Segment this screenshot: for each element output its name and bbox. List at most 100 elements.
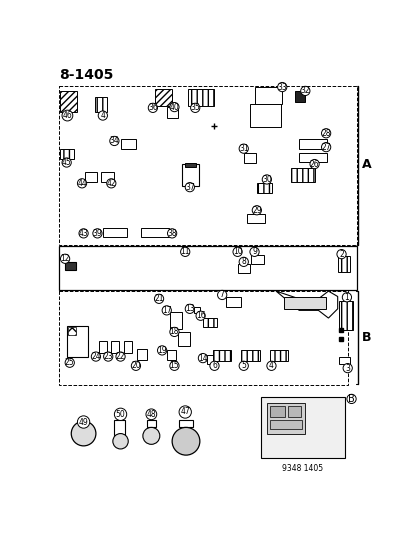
Bar (291, 168, 314, 182)
Text: 18: 18 (169, 327, 179, 336)
Bar (237, 264, 249, 273)
Text: 5: 5 (241, 361, 246, 370)
Circle shape (116, 352, 125, 361)
Text: 8: 8 (241, 257, 245, 266)
Bar (68, 327, 76, 335)
Circle shape (342, 293, 351, 302)
Text: 7: 7 (219, 290, 224, 300)
Bar (146, 419, 156, 427)
Text: 26: 26 (309, 159, 318, 168)
Circle shape (98, 111, 107, 120)
Text: 32: 32 (300, 86, 309, 95)
Bar (187, 88, 214, 106)
Bar (225, 297, 241, 306)
Bar (338, 357, 349, 364)
Circle shape (114, 408, 126, 421)
Text: 36: 36 (148, 103, 157, 112)
Text: 22: 22 (116, 352, 125, 361)
Text: 38: 38 (167, 229, 176, 238)
Text: 9: 9 (252, 247, 256, 256)
Circle shape (109, 136, 119, 146)
Circle shape (252, 206, 261, 215)
Bar (241, 350, 259, 361)
Circle shape (179, 406, 191, 418)
Text: B: B (361, 331, 371, 344)
Text: A: A (361, 158, 371, 171)
Text: 12: 12 (60, 254, 70, 263)
Bar (243, 152, 256, 163)
Circle shape (239, 257, 248, 266)
Circle shape (77, 416, 90, 428)
Bar (114, 419, 125, 435)
Bar (179, 419, 192, 427)
Bar (299, 140, 326, 149)
Text: 1: 1 (344, 293, 349, 302)
Polygon shape (275, 291, 337, 318)
Text: 44: 44 (77, 179, 87, 188)
Text: 25: 25 (65, 358, 74, 367)
Text: 33: 33 (277, 83, 287, 92)
Circle shape (169, 361, 179, 370)
Text: 19: 19 (157, 346, 166, 355)
Text: 31: 31 (238, 144, 248, 153)
Text: 30: 30 (261, 175, 271, 184)
Bar (337, 256, 349, 272)
Circle shape (169, 327, 179, 336)
Circle shape (321, 142, 330, 152)
Text: 4: 4 (268, 361, 273, 370)
Bar (185, 163, 195, 167)
Circle shape (342, 364, 351, 373)
Bar (269, 350, 288, 361)
Circle shape (142, 427, 159, 445)
Circle shape (261, 175, 271, 184)
Text: 8-1405: 8-1405 (59, 68, 113, 82)
Bar (59, 291, 347, 385)
Bar (137, 349, 146, 360)
Polygon shape (65, 262, 76, 270)
Bar (212, 350, 231, 361)
Bar (177, 332, 190, 346)
Circle shape (157, 346, 166, 355)
Circle shape (185, 182, 194, 192)
Circle shape (107, 179, 116, 188)
Bar (251, 255, 263, 264)
Circle shape (79, 229, 88, 238)
Circle shape (60, 254, 69, 263)
Text: 9348 1405: 9348 1405 (282, 464, 323, 473)
Circle shape (185, 304, 194, 313)
Text: 47: 47 (180, 408, 190, 416)
Circle shape (148, 103, 157, 112)
Bar (102, 228, 127, 237)
Text: 3: 3 (344, 364, 349, 373)
Bar (169, 312, 182, 329)
Text: 15: 15 (169, 361, 179, 370)
Circle shape (309, 159, 318, 168)
Bar (124, 341, 132, 353)
Text: 40: 40 (169, 102, 179, 111)
Text: 17: 17 (161, 306, 171, 315)
Bar (111, 341, 119, 353)
Bar (246, 214, 265, 223)
Bar (59, 246, 356, 289)
Circle shape (266, 361, 275, 370)
Text: 21: 21 (154, 294, 164, 303)
Circle shape (346, 394, 355, 403)
Bar (260, 397, 344, 458)
Circle shape (169, 102, 179, 112)
Bar (141, 228, 169, 237)
Circle shape (71, 421, 96, 446)
Circle shape (91, 352, 100, 361)
Circle shape (198, 353, 207, 363)
Text: 4: 4 (100, 111, 105, 120)
Bar (85, 172, 97, 182)
Circle shape (93, 229, 102, 238)
Circle shape (249, 247, 259, 256)
Circle shape (146, 409, 157, 419)
Text: 2: 2 (338, 249, 343, 259)
Text: 43: 43 (78, 229, 88, 238)
Bar (202, 318, 216, 327)
Text: 6: 6 (211, 361, 216, 370)
Circle shape (277, 83, 286, 92)
Circle shape (167, 229, 176, 238)
Bar (99, 341, 107, 353)
